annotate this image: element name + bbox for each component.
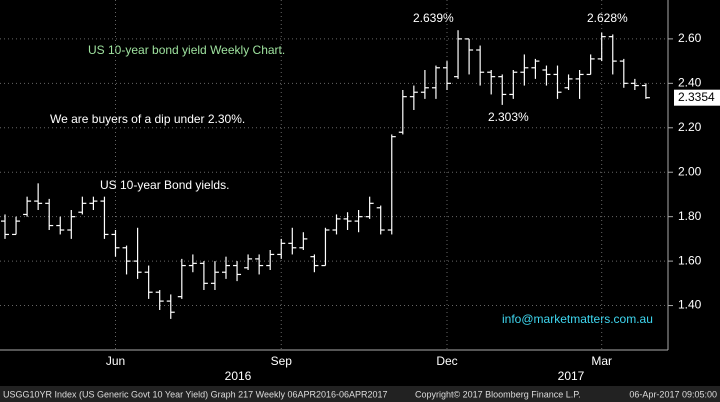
y-tick-label: 2.00 <box>678 164 702 178</box>
year-label: 2016 <box>225 369 252 383</box>
y-tick-label: 2.20 <box>678 120 702 134</box>
year-label: 2017 <box>558 369 585 383</box>
x-tick-label: Dec <box>436 354 457 368</box>
annotation: US 10-year bond yield Weekly Chart. <box>88 43 285 57</box>
last-value-label: 2.3354 <box>678 90 715 104</box>
annotation: We are buyers of a dip under 2.30%. <box>50 112 245 126</box>
annotation: 2.639% <box>413 11 454 25</box>
footer: 06-Apr-2017 09:05:00 <box>629 389 717 399</box>
x-tick-label: Mar <box>591 354 612 368</box>
x-tick-label: Jun <box>106 354 125 368</box>
annotation: 2.303% <box>488 110 529 124</box>
y-tick-label: 2.60 <box>678 31 702 45</box>
x-tick-label: Sep <box>271 354 293 368</box>
y-tick-label: 2.40 <box>678 76 702 90</box>
last-value-box <box>674 89 720 106</box>
annotation: info@marketmatters.com.au <box>502 312 653 326</box>
annotation: US 10-year Bond yields. <box>100 178 229 192</box>
footer: USGG10YR Index (US Generic Govt 10 Year … <box>3 389 388 399</box>
y-tick-label: 1.60 <box>678 253 702 267</box>
annotation: 2.628% <box>587 11 628 25</box>
footer-bar <box>0 386 720 402</box>
y-tick-label: 1.80 <box>678 209 702 223</box>
footer: Copyright© 2017 Bloomberg Finance L.P. <box>415 389 581 399</box>
y-tick-label: 1.40 <box>678 298 702 312</box>
